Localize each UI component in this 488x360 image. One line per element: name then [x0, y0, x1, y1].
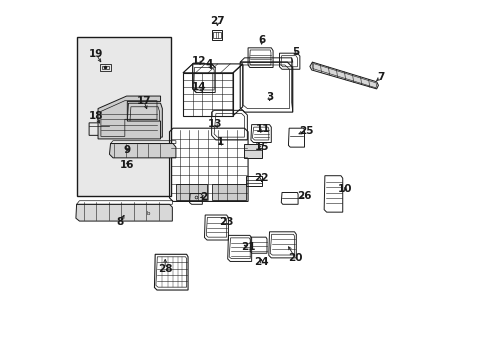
- Text: 21: 21: [240, 242, 255, 252]
- Text: 7: 7: [377, 72, 384, 82]
- Text: 27: 27: [210, 16, 224, 26]
- Text: 4: 4: [204, 59, 212, 69]
- Text: 28: 28: [158, 264, 172, 274]
- Text: 16: 16: [120, 160, 134, 170]
- Polygon shape: [211, 184, 246, 200]
- Text: 6: 6: [258, 35, 264, 45]
- Text: 17: 17: [136, 96, 151, 106]
- Text: b: b: [146, 211, 149, 216]
- Polygon shape: [98, 96, 160, 139]
- Polygon shape: [76, 204, 172, 221]
- Bar: [77, 37, 171, 196]
- Text: 26: 26: [297, 191, 311, 201]
- Polygon shape: [309, 62, 378, 89]
- Text: 9: 9: [123, 145, 130, 155]
- Text: 10: 10: [337, 184, 352, 194]
- Text: 23: 23: [218, 217, 233, 227]
- Text: 5: 5: [292, 48, 299, 58]
- Text: 13: 13: [207, 118, 222, 129]
- Text: 18: 18: [89, 111, 103, 121]
- Text: 12: 12: [191, 57, 205, 66]
- Text: 11: 11: [255, 124, 270, 134]
- Text: 3: 3: [266, 92, 273, 102]
- Text: 22: 22: [254, 173, 268, 183]
- Polygon shape: [126, 103, 162, 137]
- Polygon shape: [244, 144, 261, 158]
- Text: 2: 2: [200, 192, 206, 202]
- Text: 19: 19: [89, 49, 103, 59]
- Text: 14: 14: [191, 82, 205, 92]
- Text: 20: 20: [287, 253, 302, 263]
- Text: 8: 8: [116, 217, 123, 227]
- Polygon shape: [109, 144, 176, 158]
- Polygon shape: [176, 184, 206, 200]
- Text: 1: 1: [216, 138, 224, 148]
- Text: 24: 24: [254, 257, 268, 267]
- Text: 25: 25: [298, 126, 312, 136]
- Text: 15: 15: [254, 142, 268, 152]
